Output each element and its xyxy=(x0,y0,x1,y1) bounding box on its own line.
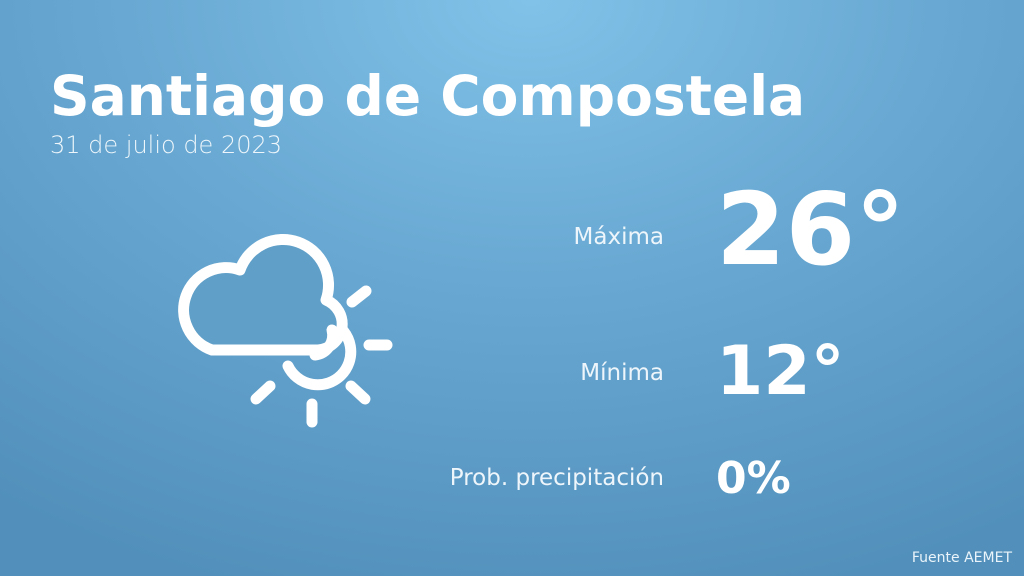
forecast-date: 31 de julio de 2023 xyxy=(50,131,283,159)
city-title: Santiago de Compostela xyxy=(50,64,806,128)
precip-label: Prob. precipitación xyxy=(449,465,664,491)
precip-value: 0% xyxy=(716,453,791,504)
min-temp-label: Mínima xyxy=(580,360,664,386)
data-source: Fuente AEMET xyxy=(911,550,1012,566)
max-temp-label: Máxima xyxy=(573,224,664,250)
min-temp-value: 12° xyxy=(716,332,845,411)
max-temp-value: 26° xyxy=(716,171,906,288)
